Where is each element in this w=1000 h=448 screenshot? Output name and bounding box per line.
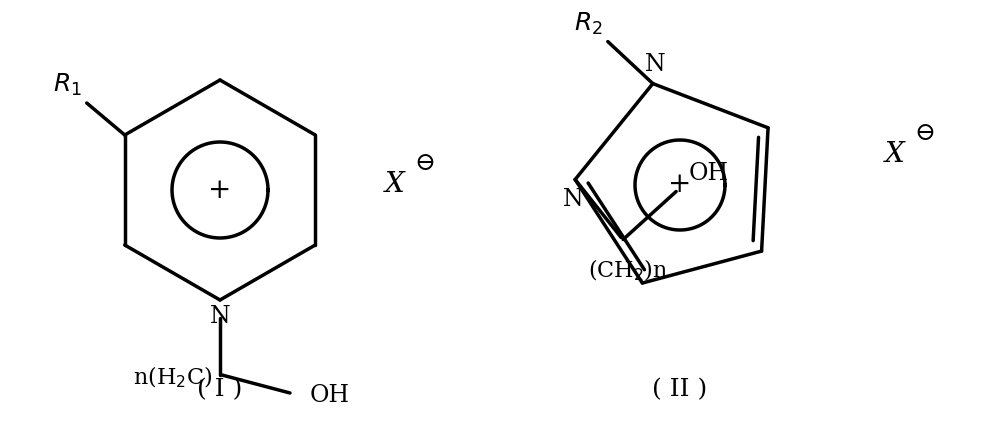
Text: N: N: [563, 188, 583, 211]
Text: ⊖: ⊖: [914, 121, 936, 145]
Text: X: X: [885, 142, 905, 168]
Text: ( I ): ( I ): [197, 379, 243, 401]
Text: $R_2$: $R_2$: [574, 10, 603, 37]
Text: ⊖: ⊖: [415, 151, 436, 175]
Text: OH: OH: [310, 383, 350, 406]
Text: N: N: [210, 305, 230, 328]
Text: $R_1$: $R_1$: [53, 72, 82, 98]
Text: OH: OH: [688, 162, 728, 185]
Text: ( II ): ( II ): [652, 379, 708, 401]
Text: (CH$_2$)n: (CH$_2$)n: [588, 258, 668, 283]
Text: X: X: [385, 172, 405, 198]
Text: N: N: [645, 52, 665, 76]
Text: +: +: [208, 177, 232, 203]
Text: +: +: [668, 172, 692, 198]
Text: n(H$_2$C): n(H$_2$C): [133, 364, 212, 390]
